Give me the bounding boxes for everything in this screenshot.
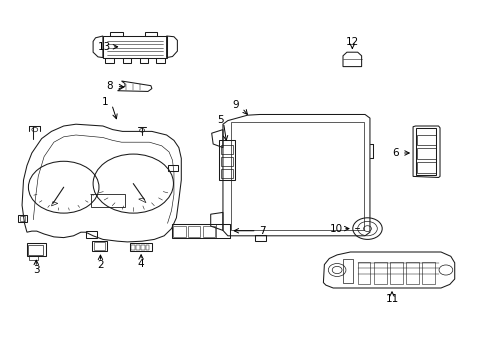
Bar <box>122 58 131 63</box>
Bar <box>156 58 165 63</box>
Bar <box>103 36 167 58</box>
Bar <box>255 235 266 241</box>
Bar <box>216 224 230 238</box>
Bar <box>416 148 436 159</box>
Bar <box>168 165 178 171</box>
Bar <box>18 215 27 222</box>
Bar <box>416 162 436 173</box>
Bar <box>390 262 403 284</box>
Bar <box>416 128 436 175</box>
Bar <box>172 224 230 238</box>
Bar <box>203 226 215 237</box>
Bar <box>110 32 122 36</box>
Bar <box>231 122 364 230</box>
Bar <box>91 194 125 207</box>
Text: 6: 6 <box>392 148 399 158</box>
Bar <box>188 226 200 237</box>
Bar <box>20 216 25 221</box>
Bar <box>105 58 114 63</box>
Text: 3: 3 <box>33 265 40 275</box>
Bar <box>131 245 135 250</box>
Bar <box>358 262 370 284</box>
Text: 2: 2 <box>97 260 104 270</box>
Bar <box>220 169 233 178</box>
Bar <box>92 241 107 251</box>
Text: 1: 1 <box>102 96 109 107</box>
Text: 9: 9 <box>233 100 240 110</box>
Text: 4: 4 <box>138 258 145 269</box>
Bar <box>146 245 149 250</box>
Bar <box>141 245 145 250</box>
Bar <box>173 226 186 237</box>
Bar <box>220 157 233 166</box>
Bar <box>406 262 419 284</box>
Bar <box>374 262 387 284</box>
Bar <box>422 262 435 284</box>
Text: 13: 13 <box>98 42 112 52</box>
Bar <box>343 259 353 283</box>
Text: 8: 8 <box>106 81 113 91</box>
Text: 12: 12 <box>345 37 359 47</box>
Bar <box>416 135 436 145</box>
Bar <box>220 145 233 154</box>
Bar <box>219 140 235 180</box>
Text: 7: 7 <box>259 226 266 236</box>
Bar <box>136 245 140 250</box>
Bar <box>28 245 43 255</box>
Bar <box>94 242 105 250</box>
Bar <box>140 58 148 63</box>
Bar <box>29 256 38 260</box>
Bar <box>130 243 152 251</box>
Text: 5: 5 <box>217 114 224 125</box>
Bar <box>145 32 157 36</box>
Text: 10: 10 <box>330 224 343 234</box>
Text: 11: 11 <box>385 294 399 304</box>
Bar <box>86 231 97 238</box>
Bar <box>27 243 46 256</box>
